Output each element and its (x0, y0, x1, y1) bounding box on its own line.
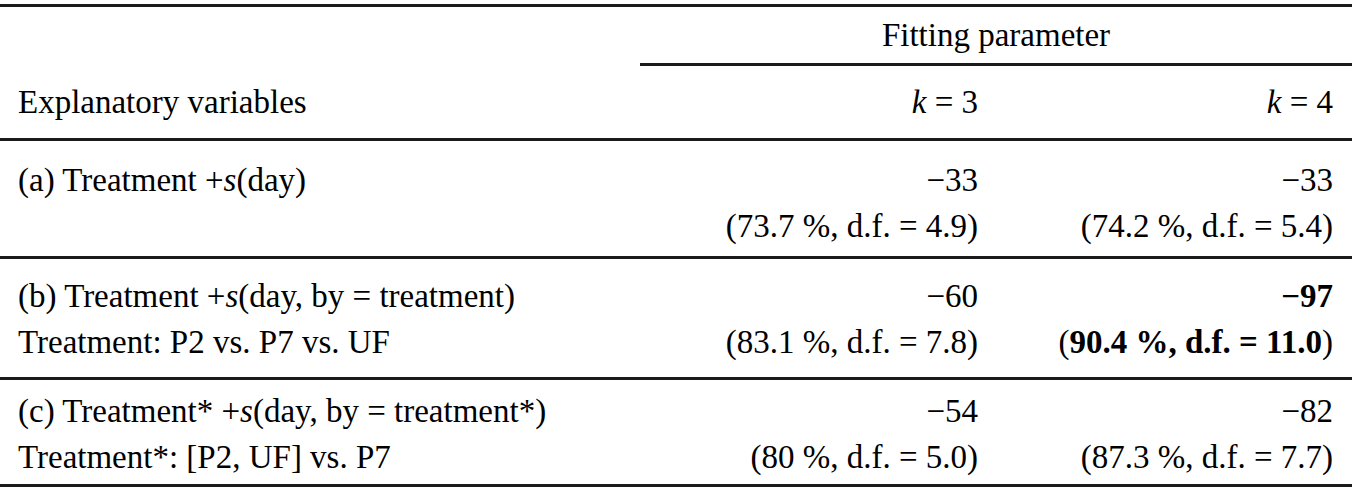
row-b-k3-detail: (83.1 %, d.f. = 7.8) (678, 319, 978, 365)
column-header-k3: k = 3 (678, 84, 978, 121)
row-b-label-line2: Treatment: P2 vs. P7 vs. UF (18, 319, 678, 365)
paper-table: Fitting parameter Explanatory variables … (0, 0, 1352, 493)
column-header-k3-rest: = 3 (926, 84, 978, 120)
row-b-k3-value: −60 (678, 273, 978, 319)
row-a-k4-value: −33 (978, 157, 1333, 203)
column-header-k4-var: k (1267, 84, 1282, 120)
group-header-label: Fitting parameter (640, 17, 1352, 54)
row-a-label: (a) Treatment +s(day) (0, 157, 678, 256)
row-a-label-prefix: (a) Treatment + (18, 162, 224, 198)
row-a-label-line2 (18, 203, 678, 249)
group-header-partial-rule (640, 63, 1352, 66)
column-header-k4-rest: = 4 (1281, 84, 1333, 120)
group-header-row: Fitting parameter (0, 7, 1352, 63)
row-c-label: (c) Treatment* +s(day, by = treatment*) … (0, 388, 678, 484)
row-b-label-prefix: (b) Treatment + (18, 278, 225, 314)
row-a-cell-k3: −33 (73.7 %, d.f. = 4.9) (678, 157, 978, 256)
row-b-k4-detail-close: ) (1322, 324, 1333, 360)
row-b-label-suffix: (day, by = treatment) (238, 278, 515, 314)
row-c-label-line1: (c) Treatment* +s(day, by = treatment*) (18, 388, 678, 434)
row-b-label-line1: (b) Treatment +s(day, by = treatment) (18, 273, 678, 319)
row-b-k4-value: −97 (978, 273, 1333, 319)
row-a-cell-k4: −33 (74.2 %, d.f. = 5.4) (978, 157, 1352, 256)
column-header-k3-var: k (912, 84, 927, 120)
row-c-k4-value: −82 (978, 388, 1333, 434)
row-a-label-suffix: (day) (236, 162, 306, 198)
column-header-k4: k = 4 (978, 84, 1352, 121)
table-row-a: (a) Treatment +s(day) −33 (73.7 %, d.f. … (0, 141, 1352, 256)
row-c-cell-k4: −82 (87.3 %, d.f. = 7.7) (978, 388, 1352, 484)
row-a-label-line1: (a) Treatment +s(day) (18, 157, 678, 203)
row-c-k3-value: −54 (678, 388, 978, 434)
row-a-k3-value: −33 (678, 157, 978, 203)
row-a-k3-detail: (73.7 %, d.f. = 4.9) (678, 203, 978, 249)
row-c-label-line2: Treatment*: [P2, UF] vs. P7 (18, 434, 678, 480)
table-row-b: (b) Treatment +s(day, by = treatment) Tr… (0, 259, 1352, 377)
row-b-cell-k3: −60 (83.1 %, d.f. = 7.8) (678, 273, 978, 377)
row-c-cell-k3: −54 (80 %, d.f. = 5.0) (678, 388, 978, 484)
table-row-c: (c) Treatment* +s(day, by = treatment*) … (0, 380, 1352, 484)
row-b-k4-detail: (90.4 %, d.f. = 11.0) (978, 319, 1333, 365)
row-b-label-var: s (225, 278, 238, 314)
row-b-label: (b) Treatment +s(day, by = treatment) Tr… (0, 273, 678, 377)
row-c-label-var: s (240, 393, 253, 429)
bottom-rule (0, 484, 1352, 487)
row-c-k3-detail: (80 %, d.f. = 5.0) (678, 434, 978, 480)
column-header-row: Explanatory variables k = 3 k = 4 (0, 66, 1352, 138)
group-header-rule-spacer (0, 63, 640, 66)
row-c-k4-detail: (87.3 %, d.f. = 7.7) (978, 434, 1333, 480)
row-c-label-prefix: (c) Treatment* + (18, 393, 240, 429)
row-b-k4-detail-bold: 90.4 %, d.f. = 11.0 (1069, 324, 1322, 360)
group-header-rule-row (0, 63, 1352, 66)
row-a-label-var: s (224, 162, 237, 198)
row-b-k4-detail-open: ( (1058, 324, 1069, 360)
row-b-cell-k4: −97 (90.4 %, d.f. = 11.0) (978, 273, 1352, 377)
row-c-label-suffix: (day, by = treatment*) (253, 393, 546, 429)
stub-header: Explanatory variables (0, 84, 678, 121)
row-a-k4-detail: (74.2 %, d.f. = 5.4) (978, 203, 1333, 249)
